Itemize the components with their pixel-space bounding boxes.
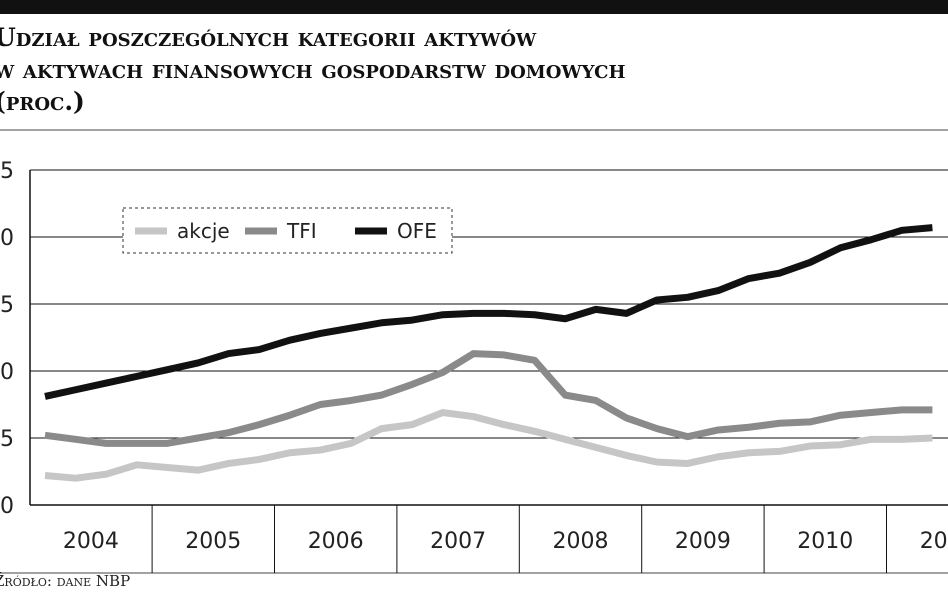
x-tick-label: 2006 <box>308 529 364 554</box>
chart-title: (proc.) <box>0 87 85 116</box>
y-tick-label: 0 <box>0 494 14 519</box>
y-tick-label: 10 <box>0 360 14 385</box>
x-tick-label: 2004 <box>63 529 119 554</box>
x-tick-label: 2011 <box>920 529 948 554</box>
x-tick-label: 2009 <box>675 529 731 554</box>
y-tick-label: 15 <box>0 293 14 318</box>
y-tick-label: 25 <box>0 159 14 184</box>
chart-title: w aktywach finansowych gospodarstw domow… <box>0 55 625 84</box>
source: Źródło: dane NBP <box>0 572 130 590</box>
legend: akcje TFI OFE <box>135 219 437 243</box>
series-line <box>44 224 933 400</box>
x-tick-label: 2007 <box>430 529 486 554</box>
legend-label: akcje <box>177 219 230 243</box>
x-tick-label: 2010 <box>797 529 853 554</box>
legend-label: OFE <box>397 219 437 243</box>
plot: 0 5 10 15 20 25 2004 2005 2006 2007 2008 2009 2010 20… <box>0 159 948 573</box>
y-tick-label: 20 <box>0 226 14 251</box>
x-tick-label: 2005 <box>185 529 241 554</box>
legend-label: TFI <box>286 219 317 243</box>
series-line <box>44 409 933 482</box>
chart-title: Udział poszczególnych kategorii aktywów <box>0 23 537 52</box>
top-bar <box>0 0 948 14</box>
x-tick-label: 2008 <box>553 529 609 554</box>
y-tick-label: 5 <box>0 427 14 452</box>
legend-box <box>122 207 453 254</box>
series-line <box>44 350 933 447</box>
